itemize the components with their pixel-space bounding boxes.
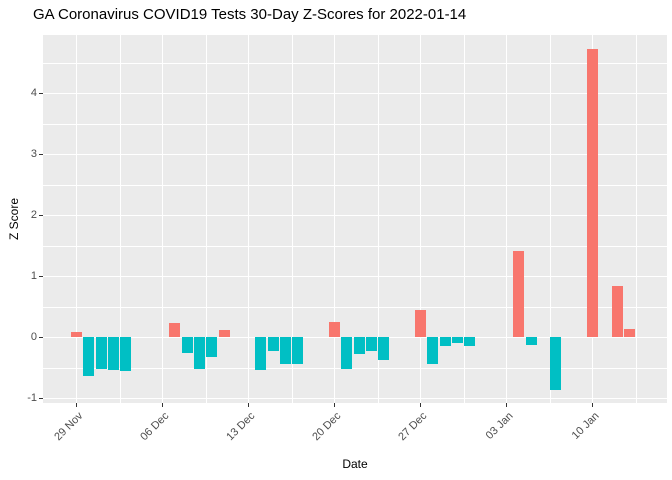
y-major-gridline — [43, 214, 667, 216]
y-tick-mark — [39, 92, 43, 94]
x-tick-label: 13 Dec — [224, 410, 258, 444]
y-tick-mark — [39, 275, 43, 277]
x-tick-mark — [162, 403, 164, 407]
y-major-gridline — [43, 92, 667, 94]
bar — [108, 337, 120, 371]
y-major-gridline — [43, 275, 667, 277]
y-minor-gridline — [43, 184, 667, 186]
bar — [280, 337, 292, 365]
bar — [341, 337, 353, 370]
x-tick-label: 29 Nov — [52, 410, 86, 444]
x-tick-mark — [506, 403, 508, 407]
x-minor-gridline — [205, 35, 207, 403]
bar — [587, 48, 599, 338]
x-tick-mark — [334, 403, 336, 407]
bar — [120, 337, 132, 372]
plot-panel — [43, 35, 667, 403]
y-tick-label: -1 — [27, 392, 37, 405]
x-minor-gridline — [119, 35, 121, 403]
y-minor-gridline — [43, 367, 667, 369]
y-major-gridline — [43, 336, 667, 338]
y-tick-mark — [39, 336, 43, 338]
x-minor-gridline — [377, 35, 379, 403]
y-tick-label: 2 — [30, 209, 37, 222]
bar — [611, 286, 623, 338]
x-tick-mark — [420, 403, 422, 407]
bar — [206, 337, 218, 358]
y-minor-gridline — [43, 62, 667, 64]
bar — [427, 337, 439, 365]
x-tick-mark — [592, 403, 594, 407]
y-minor-gridline — [43, 123, 667, 125]
x-major-gridline — [419, 35, 422, 403]
bar — [83, 337, 95, 377]
x-major-gridline — [505, 35, 508, 403]
x-tick-label: 20 Dec — [310, 410, 344, 444]
x-tick-label: 27 Dec — [396, 410, 430, 444]
bar — [71, 332, 83, 338]
x-axis-title: Date — [342, 457, 368, 471]
y-tick-mark — [39, 214, 43, 216]
bar — [194, 337, 206, 370]
bar — [525, 337, 537, 346]
y-tick-label: 3 — [30, 148, 37, 161]
x-minor-gridline — [635, 35, 637, 403]
x-tick-label: 10 Jan — [569, 410, 602, 442]
bar — [267, 337, 279, 352]
x-tick-label: 06 Dec — [138, 410, 172, 444]
x-tick-mark — [248, 403, 250, 407]
bar — [169, 322, 181, 338]
y-minor-gridline — [43, 306, 667, 308]
x-minor-gridline — [549, 35, 551, 403]
bar — [255, 337, 267, 371]
bar — [353, 337, 365, 354]
bar — [464, 337, 476, 346]
bar — [415, 310, 427, 338]
bar — [181, 337, 193, 353]
bar — [292, 337, 304, 364]
y-major-gridline — [43, 153, 667, 155]
bar — [550, 337, 562, 390]
bar — [452, 337, 464, 344]
x-minor-gridline — [291, 35, 293, 403]
chart-title: GA Coronavirus COVID19 Tests 30-Day Z-Sc… — [33, 6, 467, 23]
x-major-gridline — [333, 35, 336, 403]
bar — [329, 322, 341, 338]
bar — [366, 337, 378, 352]
bar — [439, 337, 451, 346]
y-tick-mark — [39, 153, 43, 155]
bar — [513, 251, 525, 338]
bar — [624, 329, 636, 338]
bar — [378, 337, 390, 361]
bar — [95, 337, 107, 370]
y-tick-mark — [39, 397, 43, 399]
y-tick-label: 1 — [30, 270, 37, 283]
x-major-gridline — [161, 35, 164, 403]
x-major-gridline — [76, 35, 78, 403]
y-major-gridline — [43, 397, 667, 399]
bar — [218, 329, 230, 338]
x-tick-label: 03 Jan — [483, 410, 516, 442]
x-tick-mark — [76, 403, 78, 407]
y-tick-label: 0 — [30, 331, 37, 344]
y-tick-label: 4 — [30, 87, 37, 100]
x-major-gridline — [247, 35, 250, 403]
y-minor-gridline — [43, 245, 667, 247]
x-minor-gridline — [463, 35, 465, 403]
